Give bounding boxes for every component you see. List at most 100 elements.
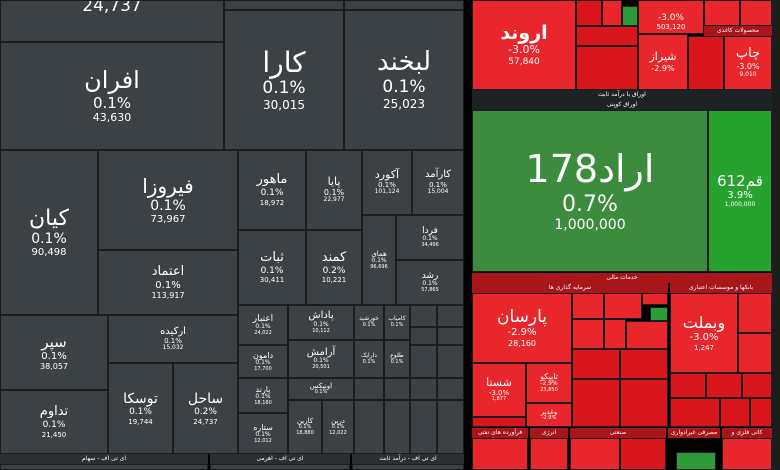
tile-small-k[interactable] [354,400,384,454]
tile-fin-i[interactable] [572,379,620,427]
tile-small-j[interactable] [437,378,464,400]
tile-fin-g[interactable] [572,349,620,379]
tile-etemad[interactable]: اعتماد 0.1% 113,917 [98,250,238,315]
tile-shiraz[interactable]: شیراز -2.9% [638,34,688,90]
tile-karamad[interactable]: کارآمد 0.1% 15,004 [412,150,464,215]
tile-symbol: اعتبار [252,313,274,324]
tile-bank-h[interactable] [750,398,772,427]
tile-fin-c[interactable] [642,293,668,305]
tile-arvand[interactable]: اروند -3.0% 57,840 [472,0,576,90]
tile-small-r4[interactable] [740,0,772,26]
tile-bank-b[interactable] [738,333,772,373]
tile-bottom-r1[interactable] [472,438,528,470]
tile-top-partial[interactable]: 24,737 [0,0,224,42]
tile-fin-green[interactable] [650,307,668,321]
tile-bottom-c[interactable] [352,464,464,470]
tile-small-g[interactable] [354,378,384,400]
tile-bank-c[interactable] [670,373,706,398]
tile-tapico[interactable]: تاپیکو -2.9% 23,850 [526,363,572,403]
tile-roshd[interactable]: رشد 0.1% 57,865 [396,260,464,305]
tile-setareh[interactable]: ستاره 0.1% 12,012 [238,413,288,454]
tile-padash[interactable]: پاداش 0.1% 10,112 [288,305,354,340]
tile-onyx[interactable]: اونیکس 0.1% [288,378,354,400]
tile-small-r2[interactable] [602,0,622,26]
tile-small-a[interactable] [410,305,437,327]
tile-small-r3[interactable] [704,0,740,26]
tile-firouza[interactable]: فیروزا 0.1% 73,967 [98,150,238,250]
tile-akord[interactable]: آکورد 0.1% 101,124 [362,150,412,215]
tile-fin-b[interactable] [604,293,642,319]
tile-shasta[interactable]: شستا -3.0% 1,877 [472,363,526,417]
tile-small-r6[interactable] [576,46,638,90]
tile-khorshid[interactable]: خورشید 0.1% [354,305,384,340]
tile-arad178[interactable]: اراد178 0.7% 1,000,000 [472,110,708,272]
tile-empty-top2[interactable] [344,0,464,10]
tile-homay[interactable]: همای 0.1% 96,696 [362,215,396,305]
tile-small-e[interactable] [410,345,437,378]
tile-aramesh[interactable]: آرامش 0.1% 20,501 [288,340,354,378]
tile-small-d[interactable] [437,327,464,345]
tile-fin-h[interactable] [620,349,668,379]
tile-small-l[interactable] [384,400,410,454]
tile-dorin[interactable]: درین 0.1% 12,022 [322,400,354,454]
tile-bank-g[interactable] [720,398,750,427]
tile-small-m[interactable] [410,400,437,454]
tile-bottom-r2[interactable] [530,438,568,470]
tile-farda[interactable]: فردا 0.1% 34,496 [396,215,464,260]
tile-kian[interactable]: کیان 0.1% 90,498 [0,150,98,315]
tile-bank-d[interactable] [706,373,742,398]
tile-small-g1[interactable] [622,6,638,26]
sector-subheader-investment: سرمایه گذاری ها [472,283,668,293]
tile-kamyab[interactable]: کامیاب 0.1% [384,305,410,340]
tile-vghadir[interactable]: وغدیر -2.9% [526,403,572,427]
tile-toska[interactable]: توسکا 0.1% 19,744 [108,363,173,454]
tile-bottom-r4[interactable] [620,438,666,470]
tile-bottom-r5[interactable] [722,438,772,470]
tile-damoon[interactable]: دامون 0.1% 17,700 [238,345,288,378]
tile-small-b[interactable] [437,305,464,327]
tile-kamand[interactable]: کمند 0.2% 10,221 [306,230,362,305]
tile-bottom-b[interactable] [210,464,350,470]
tile-parand[interactable]: پارند 0.1% 18,180 [238,378,288,413]
tile-small-r8[interactable] [472,417,526,427]
tile-small-r1[interactable] [576,0,602,26]
tile-darayak[interactable]: دارایک 0.1% [354,340,384,378]
tile-small-c[interactable] [410,327,437,345]
tile-small-r5[interactable] [576,26,638,46]
tile-bank-f[interactable] [670,398,720,427]
tile-tadavom[interactable]: تداوم 0.1% 21,450 [0,390,108,454]
tile-fin-j[interactable] [620,379,668,427]
tile-small-r7[interactable] [688,36,724,90]
tile-paya[interactable]: پایا 0.1% 22,977 [306,150,362,230]
tile-labkhand[interactable]: لبخند 0.1% 25,023 [344,10,464,150]
tile-chap2[interactable]: چاپ -3.0% 9,010 [724,36,772,90]
tile-orkide[interactable]: ارکیده 0.1% 15,032 [108,315,238,363]
tile-separ[interactable]: سپر 0.1% 38,057 [0,315,108,390]
tile-fin-e[interactable] [604,319,626,349]
tile-fin-a[interactable] [572,293,604,319]
tile-fin-d[interactable] [572,319,604,349]
tile-qam612[interactable]: قم612 3.9% 1,000,000 [708,110,772,272]
tile-small-n[interactable] [437,400,464,454]
tile-empty-top[interactable] [224,0,344,10]
tile-bank-e[interactable] [742,373,772,398]
tile-mahour[interactable]: ماهور 0.1% 18,972 [238,150,306,230]
tile-small-h[interactable] [384,378,410,400]
tile-kara[interactable]: کارا 0.1% 30,015 [224,10,344,150]
tile-tolou[interactable]: طلوع 0.1% [384,340,410,378]
tile-bottom-green[interactable] [676,452,716,470]
tile-bottom-r3[interactable] [570,438,620,470]
tile-bottom-a[interactable] [0,464,208,470]
tile-small-f[interactable] [437,345,464,378]
tile-karin[interactable]: کارین 0.1% 18,880 [288,400,322,454]
tile-sahel[interactable]: ساحل 0.2% 24,737 [173,363,238,454]
tile-afran[interactable]: افران 0.1% 43,630 [0,42,224,150]
tile-sabat[interactable]: ثبات 0.1% 30,411 [238,230,306,305]
tile-fin-f[interactable] [626,321,668,349]
tile-vbmellat[interactable]: وبملت -3.0% 1,247 [670,293,738,373]
tile-chap[interactable]: -3.0% 503,120 [638,0,704,34]
tile-small-i[interactable] [410,378,437,400]
tile-parsan[interactable]: پارسان -2.9% 28,160 [472,293,572,363]
tile-etebar[interactable]: اعتبار 0.1% 24,022 [238,305,288,345]
tile-bank-a[interactable] [738,293,772,333]
